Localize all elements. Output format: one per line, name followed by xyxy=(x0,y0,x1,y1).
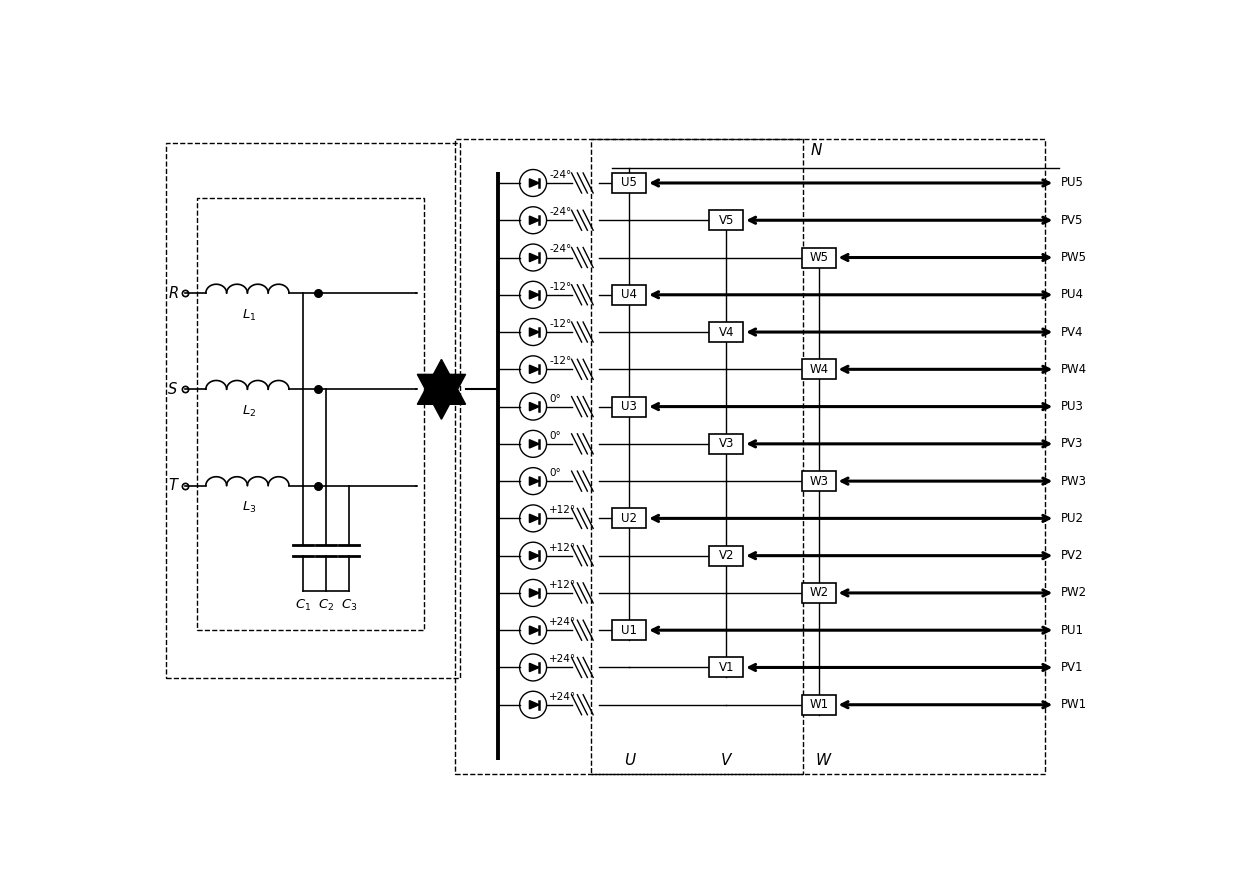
Polygon shape xyxy=(529,179,539,187)
Text: U5: U5 xyxy=(621,177,637,189)
Text: +12°: +12° xyxy=(549,543,577,553)
Text: R: R xyxy=(169,286,179,300)
Polygon shape xyxy=(529,663,539,672)
Text: PW4: PW4 xyxy=(1060,363,1086,375)
Polygon shape xyxy=(529,701,539,709)
Text: T: T xyxy=(169,478,177,493)
Text: V5: V5 xyxy=(719,214,734,227)
Text: W3: W3 xyxy=(810,475,828,487)
Text: -24°: -24° xyxy=(549,170,572,180)
Text: 0°: 0° xyxy=(549,468,560,478)
Text: PU1: PU1 xyxy=(1060,624,1084,637)
Text: PV5: PV5 xyxy=(1060,214,1083,227)
Polygon shape xyxy=(418,375,465,419)
Polygon shape xyxy=(418,359,465,404)
Text: U4: U4 xyxy=(621,289,637,301)
Text: -12°: -12° xyxy=(549,281,572,292)
Text: W4: W4 xyxy=(810,363,828,375)
Polygon shape xyxy=(529,551,539,560)
Bar xyxy=(802,694,836,715)
Text: V3: V3 xyxy=(719,437,734,451)
Text: W5: W5 xyxy=(810,251,828,264)
Text: W2: W2 xyxy=(810,586,828,599)
Text: $L_2$: $L_2$ xyxy=(242,404,257,419)
Bar xyxy=(613,397,646,417)
Text: -12°: -12° xyxy=(549,319,572,329)
Polygon shape xyxy=(529,402,539,410)
Text: +24°: +24° xyxy=(549,692,577,702)
Bar xyxy=(709,658,743,677)
Text: V1: V1 xyxy=(719,661,734,674)
Bar xyxy=(613,620,646,641)
Text: -12°: -12° xyxy=(549,357,572,366)
Text: U2: U2 xyxy=(621,512,637,525)
Polygon shape xyxy=(529,477,539,486)
Text: U3: U3 xyxy=(621,401,637,413)
Polygon shape xyxy=(529,626,539,634)
Text: V4: V4 xyxy=(719,325,734,339)
Text: W: W xyxy=(815,754,830,768)
Text: $C_3$: $C_3$ xyxy=(341,598,357,613)
Text: V: V xyxy=(722,754,732,768)
Bar xyxy=(802,583,836,603)
Bar xyxy=(709,434,743,454)
Bar xyxy=(802,359,836,379)
Polygon shape xyxy=(529,328,539,336)
Text: +24°: +24° xyxy=(549,617,577,627)
Text: -24°: -24° xyxy=(549,245,572,254)
Text: V2: V2 xyxy=(719,549,734,562)
Bar xyxy=(802,471,836,491)
Polygon shape xyxy=(529,440,539,448)
Text: $L_1$: $L_1$ xyxy=(242,307,257,323)
Polygon shape xyxy=(529,366,539,374)
Text: PW5: PW5 xyxy=(1060,251,1086,264)
Polygon shape xyxy=(529,254,539,262)
Bar xyxy=(197,198,424,630)
Text: $C_1$: $C_1$ xyxy=(295,598,311,613)
Bar xyxy=(709,322,743,342)
Text: W1: W1 xyxy=(810,698,828,711)
Text: PV4: PV4 xyxy=(1060,325,1083,339)
Text: PV1: PV1 xyxy=(1060,661,1083,674)
Text: PW1: PW1 xyxy=(1060,698,1086,711)
Text: PU3: PU3 xyxy=(1060,401,1084,413)
Text: 0°: 0° xyxy=(549,393,560,403)
Polygon shape xyxy=(529,514,539,522)
Text: PW3: PW3 xyxy=(1060,475,1086,487)
Bar xyxy=(613,173,646,193)
Bar xyxy=(166,143,460,678)
Bar xyxy=(709,546,743,565)
Text: PU5: PU5 xyxy=(1060,177,1084,189)
Bar xyxy=(455,139,802,774)
Text: U: U xyxy=(624,754,635,768)
Text: +24°: +24° xyxy=(549,654,577,665)
Bar xyxy=(590,139,1045,774)
Text: PW2: PW2 xyxy=(1060,586,1086,599)
Polygon shape xyxy=(529,216,539,224)
Text: $L_3$: $L_3$ xyxy=(242,500,257,515)
Polygon shape xyxy=(529,290,539,299)
Bar xyxy=(709,211,743,230)
Text: -24°: -24° xyxy=(549,207,572,217)
Bar xyxy=(613,508,646,529)
Text: $C_2$: $C_2$ xyxy=(317,598,334,613)
Text: S: S xyxy=(169,382,177,397)
Text: PU2: PU2 xyxy=(1060,512,1084,525)
Text: U1: U1 xyxy=(621,624,637,637)
Text: +12°: +12° xyxy=(549,580,577,590)
Text: 0°: 0° xyxy=(549,431,560,441)
Text: PV2: PV2 xyxy=(1060,549,1083,562)
Text: +12°: +12° xyxy=(549,505,577,515)
Text: N: N xyxy=(811,142,822,158)
Bar xyxy=(802,247,836,268)
Polygon shape xyxy=(529,589,539,597)
Bar xyxy=(613,285,646,305)
Text: PU4: PU4 xyxy=(1060,289,1084,301)
Text: PV3: PV3 xyxy=(1060,437,1083,451)
